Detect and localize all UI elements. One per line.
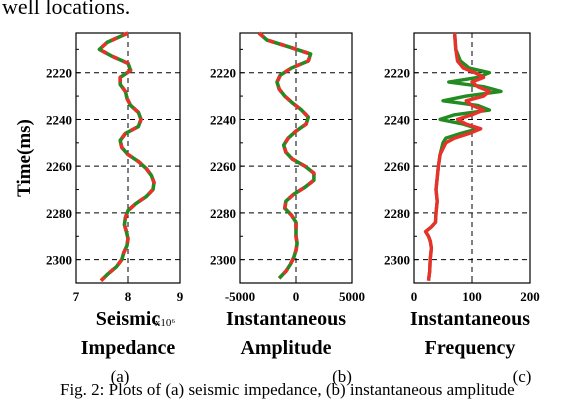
x-axis-label-line2: Impedance — [81, 337, 176, 359]
series-line-1-dash — [97, 31, 156, 282]
x-axis-label-line1: Instantaneous — [226, 308, 346, 330]
x-axis-label-line2: Amplitude — [240, 337, 331, 359]
series-line-3-series_b — [423, 32, 492, 281]
y-tick-label: 2240 — [46, 112, 72, 127]
y-tick-label: 2240 — [384, 112, 410, 127]
x-axis-label-line1: Instantaneous — [410, 308, 530, 330]
x-tick-label: 9 — [177, 289, 184, 304]
x-tick-label: -5000 — [225, 289, 255, 304]
x-tick-label: 100 — [462, 289, 482, 304]
x-tick-label: 8 — [125, 289, 132, 304]
panel-label: (a) — [111, 367, 130, 386]
series-line-3-series_a — [423, 32, 503, 281]
y-tick-label: 2220 — [384, 66, 410, 81]
y-tick-label: 2300 — [46, 253, 72, 268]
x-tick-label: 5000 — [339, 289, 365, 304]
x-axis-label-line1: Seismic — [96, 308, 161, 330]
y-tick-label: 2300 — [384, 253, 410, 268]
panel-label: (b) — [332, 367, 352, 386]
y-tick-label: 2220 — [46, 66, 72, 81]
x-tick-label: 0 — [293, 289, 300, 304]
y-tick-label: 2260 — [384, 159, 410, 174]
x-tick-label: 200 — [520, 289, 540, 304]
x-exponent: x10⁶ — [155, 317, 176, 329]
y-axis-label: Time(ms) — [14, 119, 35, 197]
y-tick-label: 2280 — [210, 206, 236, 221]
y-tick-label: 2300 — [210, 253, 236, 268]
series-line-2-dash — [257, 31, 316, 280]
figure-caption: Fig. 2: Plots of (a) seismic impedance, … — [60, 380, 515, 399]
x-axis-label-line2: Frequency — [425, 337, 516, 359]
y-tick-label: 2280 — [46, 206, 72, 221]
y-tick-label: 2280 — [384, 206, 410, 221]
x-tick-label: 7 — [73, 289, 80, 304]
series-line-1-base — [97, 31, 156, 282]
header-text: well locations. — [2, 0, 131, 19]
y-tick-label: 2260 — [46, 159, 72, 174]
y-tick-label: 2240 — [210, 112, 236, 127]
y-tick-label: 2220 — [210, 66, 236, 81]
panel-label: (c) — [513, 367, 532, 386]
x-tick-label: 0 — [411, 289, 418, 304]
y-tick-label: 2260 — [210, 159, 236, 174]
